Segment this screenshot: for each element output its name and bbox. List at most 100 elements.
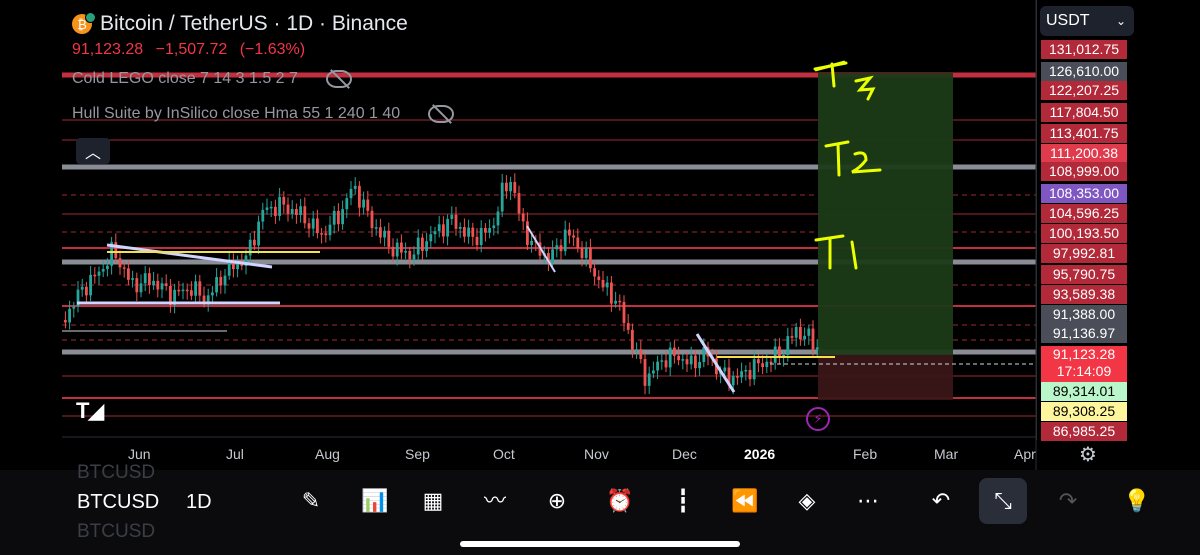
eye-hidden-icon[interactable]: [325, 70, 352, 88]
candle: [122, 267, 126, 269]
grid-icon[interactable]: ▦: [422, 488, 444, 513]
candle: [366, 199, 370, 211]
currency-selector[interactable]: USDT ⌄: [1040, 6, 1134, 36]
indicators-icon[interactable]: 📊: [361, 488, 389, 513]
candle: [295, 209, 298, 216]
candle: [660, 360, 664, 362]
indicator-label: Hull Suite by InSilico close Hma 55 1 24…: [72, 105, 401, 122]
candle: [500, 182, 504, 212]
candle: [299, 206, 302, 216]
replay-icon[interactable]: ⏪: [731, 488, 759, 513]
price-axis-label: 89,314.01: [1041, 382, 1127, 401]
bolt-icon[interactable]: ⚡: [806, 407, 830, 431]
time-axis-label: Jun: [128, 446, 151, 462]
handwritten-t1: [814, 234, 858, 270]
candle: [433, 231, 437, 235]
time-axis-label: Mar: [934, 446, 959, 462]
layers-icon[interactable]: ◈: [798, 488, 816, 513]
candle: [337, 210, 340, 225]
candle: [740, 371, 743, 378]
fullscreen-exit-icon[interactable]: ⤡: [979, 478, 1027, 524]
candle: [429, 234, 433, 242]
undo-icon[interactable]: ↶: [931, 488, 951, 513]
candle: [72, 306, 76, 309]
more-icon[interactable]: ⋯: [857, 488, 879, 513]
time-axis-label: Dec: [672, 446, 697, 462]
candle: [169, 285, 172, 305]
price-axis-label: 108,999.00: [1041, 162, 1127, 181]
candle: [400, 242, 403, 253]
symbol-ghost: BTCUSD: [77, 462, 156, 483]
candle: [698, 362, 701, 369]
candle: [484, 228, 487, 233]
indicator-hull-suite[interactable]: Hull Suite by InSilico close Hma 55 1 24…: [72, 105, 455, 123]
candle: [631, 329, 634, 350]
candle: [811, 328, 815, 350]
candle: [152, 280, 155, 286]
candle: [807, 328, 811, 336]
candle: [744, 369, 748, 372]
handwritten-t3: [813, 61, 876, 101]
chart-title[interactable]: ₿ Bitcoin / TetherUS · 1D · Binance: [72, 9, 408, 39]
indicator-cold-lego[interactable]: Cold LEGO close 7 14 3 1.5 2 7: [72, 70, 352, 88]
candle: [614, 300, 617, 304]
price-change-line: 91,123.28 −1,507.72 (−1.63%): [72, 41, 313, 59]
candle: [181, 289, 185, 292]
candle: [324, 233, 328, 236]
candle: [601, 280, 605, 288]
candle: [425, 241, 428, 251]
time-axis-label: Nov: [584, 446, 609, 462]
candle: [106, 265, 109, 270]
drawings: [62, 60, 1036, 393]
candle: [568, 229, 571, 236]
symbol-button[interactable]: BTCUSD: [77, 491, 160, 513]
time-axis-label: Feb: [853, 446, 878, 462]
pen-icon[interactable]: ✎: [301, 488, 321, 513]
candle: [206, 295, 210, 304]
price-change: −1,507.72: [155, 41, 228, 58]
plus-circle-icon[interactable]: ⊕: [547, 488, 567, 513]
candle: [257, 221, 260, 246]
candle: [110, 242, 113, 266]
candle: [656, 361, 659, 371]
time-axis-label: Aug: [315, 446, 340, 462]
candle: [236, 262, 239, 270]
settings-icon[interactable]: ⚙: [1079, 444, 1097, 466]
symbol-ghost: BTCUSD: [77, 521, 156, 542]
time-axis-label: Apr: [1014, 446, 1036, 462]
candle: [618, 300, 622, 303]
patterns-icon[interactable]: 〰: [483, 488, 506, 513]
candle: [173, 289, 176, 305]
candle: [488, 228, 491, 233]
timeframe-button[interactable]: 1D: [186, 491, 212, 513]
price-axis-label: 91,123.28 17:14:09: [1041, 346, 1127, 382]
candle: [752, 359, 756, 380]
candle: [311, 218, 315, 229]
candle: [148, 273, 151, 286]
home-indicator: [460, 541, 740, 547]
candle: [580, 248, 584, 259]
candle: [492, 225, 496, 229]
candle: [677, 355, 680, 361]
tradingview-logo-icon: T◢: [76, 398, 104, 423]
price-axis-label: 93,589.38: [1041, 285, 1127, 304]
price-axis-label: 86,985.25: [1041, 422, 1127, 441]
candle: [131, 278, 134, 280]
candle: [450, 214, 454, 219]
collapse-legend-button[interactable]: ︿: [76, 138, 110, 164]
candle: [362, 199, 365, 208]
price-axis-label: 111,200.38: [1041, 144, 1127, 163]
redo-icon[interactable]: ↷: [1058, 488, 1078, 513]
eye-hidden-icon[interactable]: [428, 105, 455, 123]
candle: [353, 185, 357, 189]
candle: [622, 301, 626, 324]
lightbulb-icon[interactable]: 💡: [1123, 488, 1151, 513]
candles-icon[interactable]: ┇: [676, 488, 690, 513]
time-axis-label: Jul: [226, 446, 244, 462]
alarm-icon[interactable]: ⏰: [606, 488, 634, 513]
candle: [479, 228, 483, 245]
candle: [643, 359, 647, 386]
candle: [282, 196, 286, 205]
candle: [786, 336, 790, 355]
